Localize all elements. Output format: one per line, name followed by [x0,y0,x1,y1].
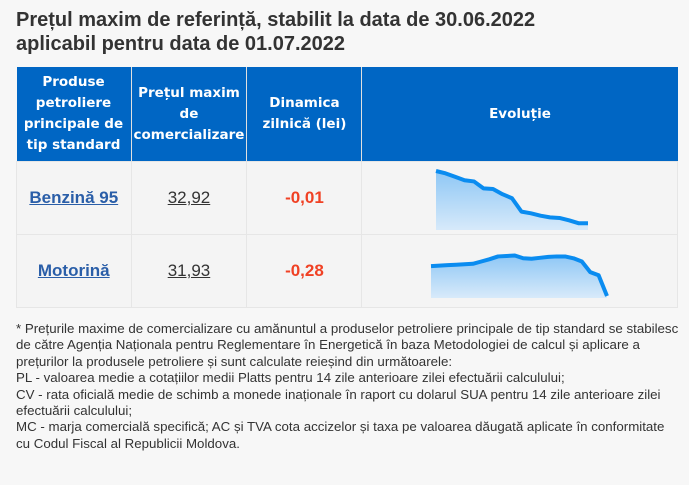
sparkline-area [430,255,607,298]
sparkline-line [435,169,588,226]
evolution-sparkline[interactable] [414,166,626,230]
price-value[interactable]: 32,92 [167,188,211,207]
header-evolution: Evoluție [361,67,678,162]
header-price: Prețul maxim de comercializare [131,67,248,162]
product-link-motorina[interactable]: Motorină [37,261,110,280]
fuel-price-table: Produse petroliere principale de tip sta… [16,67,678,308]
footnote-mc: MC - marja comercială specifică; AC și T… [16,419,665,451]
evolution-sparkline[interactable] [414,239,626,303]
footnote-intro: * Prețurile maxime de comercializare cu … [16,321,679,369]
table-header-row: Produse petroliere principale de tip sta… [16,67,678,162]
header-dynamic: Dinamica zilnică (lei) [246,67,363,162]
page-title: Prețul maxim de referință, stabilit la d… [16,8,676,56]
footnote: * Prețurile maxime de comercializare cu … [16,321,681,452]
title-line-2: aplicabil pentru data de 01.07.2022 [16,33,346,55]
price-value[interactable]: 31,93 [167,261,211,280]
dynamic-value: -0,01 [285,188,324,207]
footnote-pl: PL - valoarea medie a cotațiilor medii P… [16,370,565,386]
table-row: Benzină 95 32,92 -0,01 [16,161,678,235]
product-link-benzina-95[interactable]: Benzină 95 [29,188,119,207]
title-line-1: Prețul maxim de referință, stabilit la d… [16,9,536,31]
footnote-cv: CV - rata oficială medie de schimb a mon… [16,386,661,419]
table-row: Motorină 31,93 -0,28 [16,234,678,308]
dynamic-value: -0,28 [285,261,324,280]
sparkline-line [430,253,609,297]
header-product: Produse petroliere principale de tip sta… [16,67,132,162]
